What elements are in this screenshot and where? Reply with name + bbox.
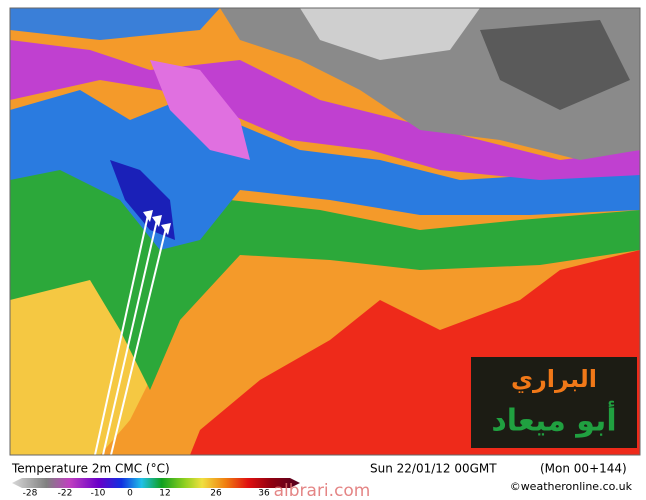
legend-title: Temperature 2m CMC (°C): [11, 462, 170, 476]
scale-tick: -28: [23, 489, 38, 499]
scale-tick: 12: [159, 489, 170, 499]
temperature-map: [10, 8, 640, 455]
watermark: albrari.com: [274, 481, 371, 500]
scale-tick: 0: [127, 489, 133, 499]
credit[interactable]: ©weatheronline.co.uk: [510, 480, 633, 493]
scale-tick: -10: [91, 489, 106, 499]
logo-line2: أبو ميعاد: [491, 401, 616, 439]
color-scale: [12, 478, 300, 488]
run-date: Sun 22/01/12 00GMT: [370, 462, 497, 476]
scale-tick: 26: [210, 489, 222, 499]
logo-line1: البراري: [511, 365, 597, 393]
run-offset: (Mon 00+144): [540, 462, 627, 476]
logo-box: [471, 357, 637, 448]
map-frame: [9, 7, 641, 456]
scale-tick: 36: [258, 489, 270, 499]
scale-tick: -22: [58, 489, 73, 499]
